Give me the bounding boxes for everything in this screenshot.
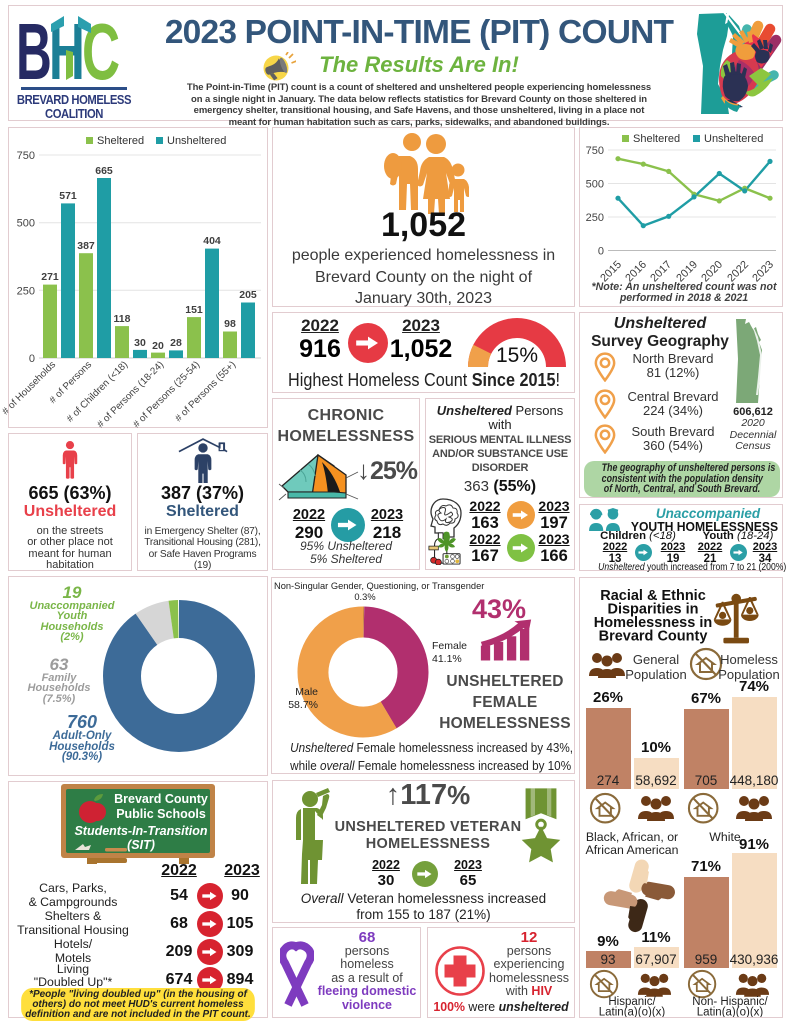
svg-text:# of Households: # of Households — [0, 359, 58, 421]
svg-text:Latin(a)(o)(x): Latin(a)(o)(x) — [599, 1007, 666, 1018]
svg-text:500: 500 — [17, 218, 35, 230]
svg-text:28: 28 — [170, 337, 182, 349]
svg-text:93: 93 — [600, 952, 615, 967]
svg-text:71%: 71% — [691, 858, 721, 875]
svg-text:274: 274 — [597, 773, 620, 788]
svg-text:White: White — [709, 830, 741, 844]
svg-text:571: 571 — [59, 190, 77, 202]
svg-text:959: 959 — [695, 952, 718, 967]
svg-text:General: General — [633, 652, 679, 667]
svg-text:Hispanic/: Hispanic/ — [608, 996, 656, 1008]
svg-text:91%: 91% — [739, 836, 769, 853]
svg-text:30: 30 — [134, 337, 146, 349]
svg-text:B: B — [16, 14, 52, 80]
svg-text:# of Persons (25-54): # of Persons (25-54) — [127, 359, 202, 434]
svg-text:98: 98 — [224, 318, 236, 330]
svg-text:Sheltered: Sheltered — [97, 135, 144, 147]
svg-text:0: 0 — [29, 353, 35, 365]
svg-text:performed in 2018 & 2021: performed in 2018 & 2021 — [619, 292, 748, 304]
svg-text:Sheltered: Sheltered — [633, 133, 680, 145]
svg-text:# of Children (<18): # of Children (<18) — [61, 359, 130, 428]
svg-text:205: 205 — [239, 289, 257, 301]
svg-text:Racial & Ethnic: Racial & Ethnic — [600, 588, 706, 604]
svg-text:705: 705 — [695, 773, 718, 788]
svg-text:Homeless: Homeless — [720, 652, 778, 667]
svg-text:Unsheltered: Unsheltered — [704, 133, 763, 145]
svg-text:Population: Population — [718, 667, 779, 682]
svg-text:Population: Population — [625, 667, 686, 682]
svg-text:448,180: 448,180 — [730, 773, 779, 788]
svg-text:26%: 26% — [593, 689, 623, 706]
svg-text:74%: 74% — [739, 678, 769, 695]
svg-text:404: 404 — [203, 235, 221, 247]
svg-text:Disparities in: Disparities in — [607, 602, 698, 618]
svg-text:151: 151 — [185, 304, 203, 316]
svg-text:# of Persons (18-24): # of Persons (18-24) — [91, 359, 166, 434]
svg-text:*Note: An unsheltered count wa: *Note: An unsheltered count was not — [591, 281, 776, 293]
svg-text:African American: African American — [586, 843, 679, 857]
svg-text:20: 20 — [152, 340, 164, 352]
svg-text:58,692: 58,692 — [635, 773, 676, 788]
svg-text:9%: 9% — [597, 933, 619, 950]
svg-text:Black, African, or: Black, African, or — [586, 830, 678, 844]
svg-text:387: 387 — [77, 240, 95, 252]
svg-text:67%: 67% — [691, 690, 721, 707]
svg-text:10%: 10% — [641, 739, 671, 756]
svg-text:67,907: 67,907 — [635, 952, 676, 967]
svg-text:Latin(a)(o)(x): Latin(a)(o)(x) — [697, 1007, 764, 1018]
svg-text:Unsheltered: Unsheltered — [167, 135, 226, 147]
svg-text:Brevard County: Brevard County — [599, 629, 708, 645]
svg-text:430,936: 430,936 — [730, 952, 779, 967]
svg-text:# of Persons (55+): # of Persons (55+) — [169, 359, 238, 428]
svg-text:11%: 11% — [641, 929, 670, 946]
svg-text:750: 750 — [17, 150, 35, 162]
svg-text:500: 500 — [586, 179, 604, 191]
svg-text:665: 665 — [95, 165, 113, 177]
svg-text:250: 250 — [586, 212, 604, 224]
svg-text:0: 0 — [598, 246, 604, 258]
svg-text:118: 118 — [114, 313, 131, 325]
svg-text:250: 250 — [17, 285, 35, 297]
svg-text:Homelessness in: Homelessness in — [594, 615, 712, 631]
svg-text:Non- Hispanic/: Non- Hispanic/ — [692, 996, 768, 1008]
svg-text:271: 271 — [41, 271, 59, 283]
svg-text:750: 750 — [586, 145, 604, 157]
